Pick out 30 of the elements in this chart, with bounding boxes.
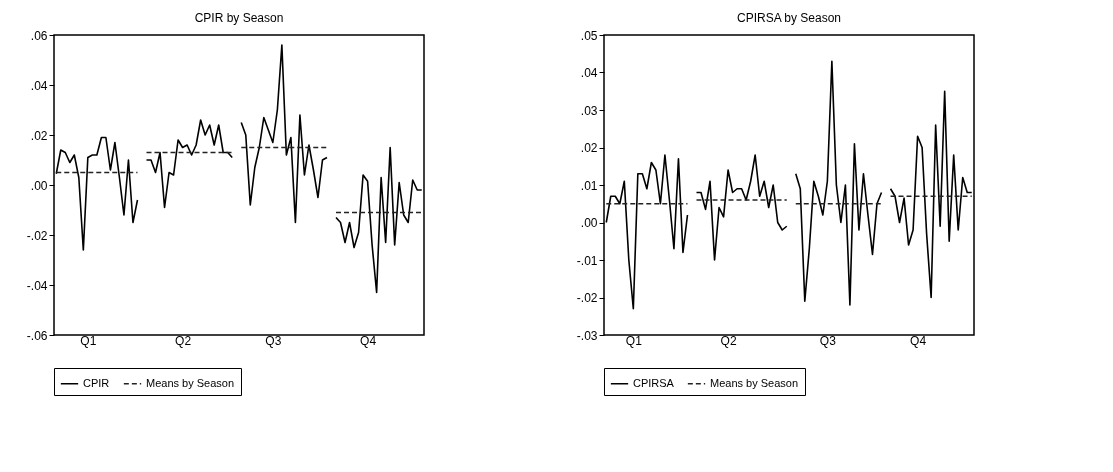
y-tick-label: .01 bbox=[580, 178, 598, 193]
y-tick-label: -.02 bbox=[26, 228, 48, 243]
legend-label: CPIRSA bbox=[633, 376, 675, 389]
y-tick-label: .04 bbox=[580, 66, 598, 80]
y-tick-label: .02 bbox=[30, 128, 48, 143]
x-tick-label: Q4 bbox=[360, 333, 377, 348]
y-tick-label: .00 bbox=[580, 216, 598, 230]
legend-label: Means by Season bbox=[146, 376, 235, 389]
y-tick-label: -.02 bbox=[576, 291, 598, 305]
y-tick-label: -.06 bbox=[26, 328, 48, 343]
y-tick-label: -.04 bbox=[26, 278, 48, 293]
x-tick-label: Q1 bbox=[625, 333, 643, 348]
chart-title: CPIRSA by Season bbox=[736, 11, 842, 25]
y-tick-label: .03 bbox=[580, 103, 598, 118]
legend-label: Means by Season bbox=[710, 376, 799, 389]
y-tick-label: -.01 bbox=[576, 253, 598, 268]
y-tick-label: .05 bbox=[580, 28, 598, 43]
y-tick-label: -.03 bbox=[576, 328, 598, 343]
y-tick-label: .06 bbox=[30, 28, 48, 43]
x-tick-label: Q2 bbox=[175, 333, 192, 348]
y-tick-label: .00 bbox=[30, 178, 48, 193]
y-tick-label: .04 bbox=[30, 78, 48, 93]
x-tick-label: Q3 bbox=[819, 333, 837, 348]
legend-label: CPIR bbox=[83, 376, 110, 389]
x-tick-label: Q4 bbox=[910, 333, 927, 348]
chart-title: CPIR by Season bbox=[194, 11, 284, 25]
x-tick-label: Q3 bbox=[265, 333, 282, 348]
x-tick-label: Q2 bbox=[720, 333, 737, 348]
x-tick-label: Q1 bbox=[80, 333, 97, 348]
y-tick-label: .02 bbox=[580, 141, 598, 155]
